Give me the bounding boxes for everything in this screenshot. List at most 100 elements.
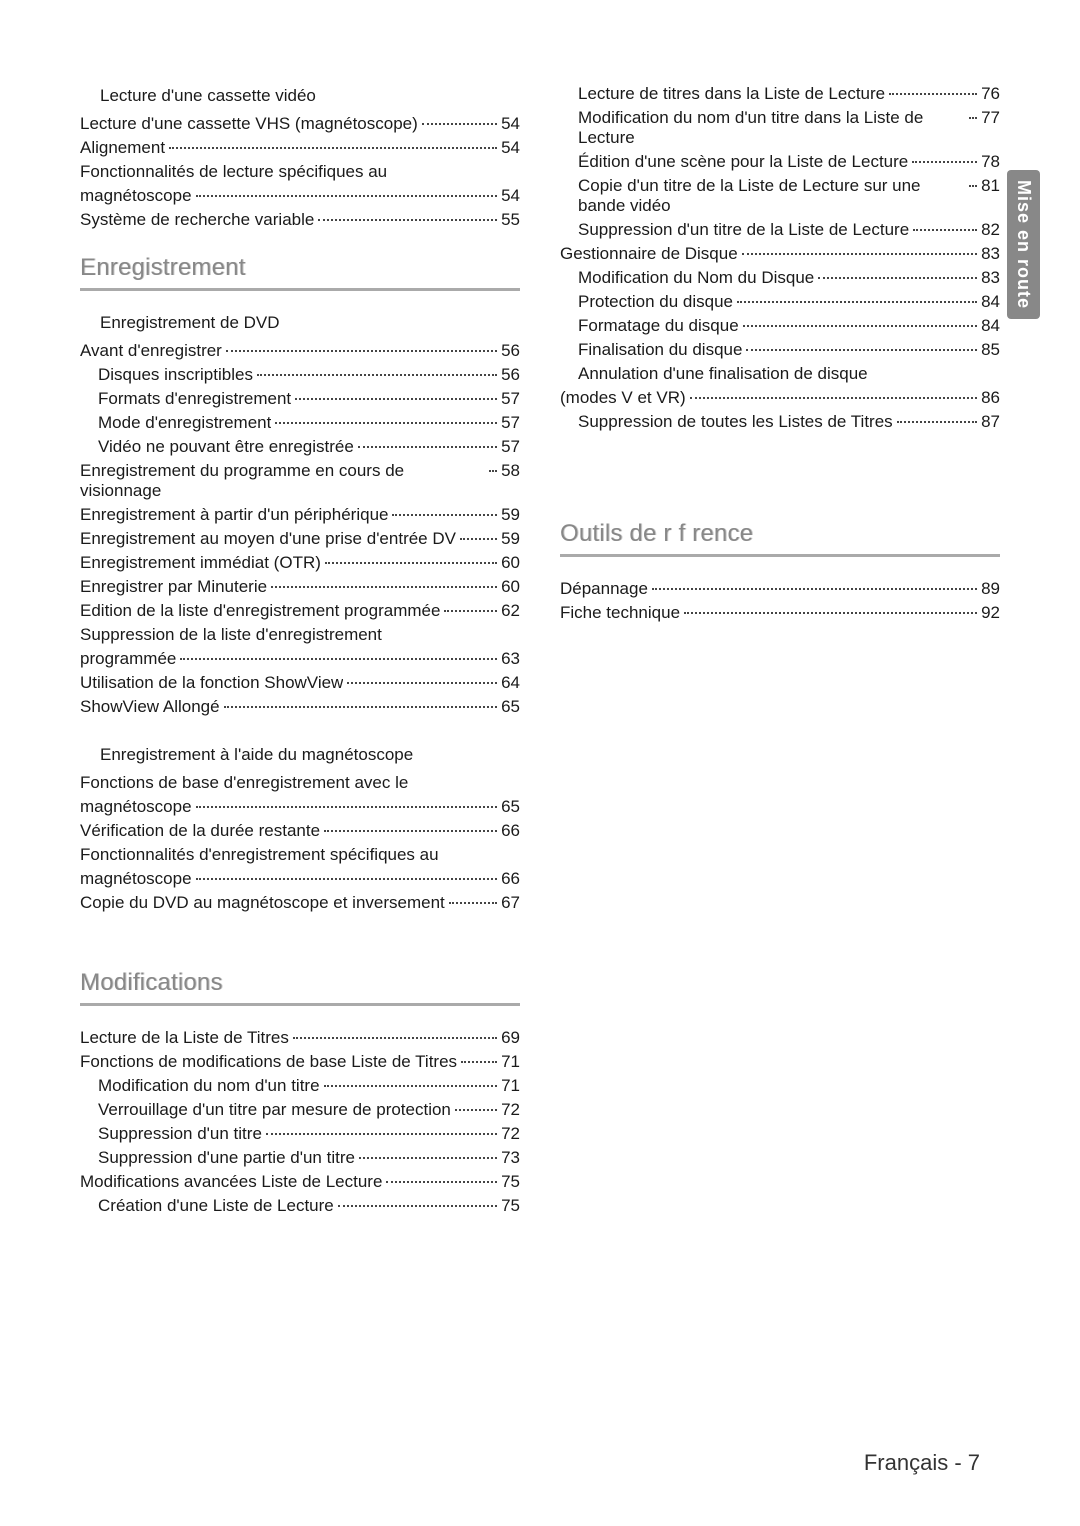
- sidebar-tab: Mise en route: [1007, 170, 1040, 319]
- toc-entry-label: magnétoscope: [80, 186, 192, 206]
- toc-entry: programmée63: [80, 649, 520, 669]
- toc-page-number: 60: [501, 553, 520, 573]
- toc-leader-dots: [224, 706, 498, 708]
- toc-entry: ShowView Allongé65: [80, 697, 520, 717]
- toc-entry-label: magnétoscope: [80, 797, 192, 817]
- toc-leader-dots: [324, 1085, 498, 1087]
- toc-leader-dots: [422, 123, 497, 125]
- toc-leader-dots: [386, 1181, 497, 1183]
- toc-entry-label: programmée: [80, 649, 176, 669]
- toc-entry-label: Fonctions de modifications de base Liste…: [80, 1052, 457, 1072]
- toc-entry: Dépannage89: [560, 579, 1000, 599]
- dvd-recording-title: Enregistrement de DVD: [100, 313, 520, 333]
- toc-page-number: 72: [501, 1124, 520, 1144]
- toc-entry: Alignement54: [80, 138, 520, 158]
- toc-leader-dots: [169, 147, 497, 149]
- toc-entry: Utilisation de la fonction ShowView64: [80, 673, 520, 693]
- toc-entry-label: Enregistrement immédiat (OTR): [80, 553, 321, 573]
- toc-entry: Suppression d'un titre72: [98, 1124, 520, 1144]
- toc-entry: Finalisation du disque 85: [578, 340, 1000, 360]
- toc-entry-label: Utilisation de la fonction ShowView: [80, 673, 343, 693]
- toc-leader-dots: [325, 562, 497, 564]
- toc-entry-label: Création d'une Liste de Lecture: [98, 1196, 334, 1216]
- toc-entry: Lecture de la Liste de Titres 69: [80, 1028, 520, 1048]
- toc-entry-label: Dépannage: [560, 579, 648, 599]
- toc-leader-dots: [969, 117, 977, 119]
- toc-leader-dots: [180, 658, 497, 660]
- toc-leader-dots: [196, 806, 498, 808]
- divider: [80, 288, 520, 291]
- toc-leader-dots: [461, 1061, 497, 1063]
- toc-entry: Système de recherche variable55: [80, 210, 520, 230]
- toc-leader-dots: [347, 682, 497, 684]
- content-columns: Lecture d'une cassette vidéo Lecture d'u…: [80, 80, 1010, 1220]
- toc-page-number: 57: [501, 389, 520, 409]
- toc-entry-label: Enregistrement du programme en cours de …: [80, 461, 485, 501]
- toc-entry-label: Finalisation du disque: [578, 340, 742, 360]
- toc-page-number: 56: [501, 341, 520, 361]
- toc-page-number: 76: [981, 84, 1000, 104]
- toc-entry: Modifications avancées Liste de Lecture 7…: [80, 1172, 520, 1192]
- toc-leader-dots: [359, 1157, 497, 1159]
- toc-leader-dots: [746, 349, 977, 351]
- vhs-playback-title: Lecture d'une cassette vidéo: [100, 86, 520, 106]
- toc-page-number: 81: [981, 176, 1000, 196]
- toc-page-number: 83: [981, 244, 1000, 264]
- toc-page-number: 66: [501, 869, 520, 889]
- toc-entry-label: Protection du disque: [578, 292, 733, 312]
- toc-entry-label: Copie du DVD au magnétoscope et inversem…: [80, 893, 445, 913]
- toc-leader-dots: [684, 612, 977, 614]
- toc-page-number: 69: [501, 1028, 520, 1048]
- toc-entry-label: Lecture de la Liste de Titres: [80, 1028, 289, 1048]
- modifications-list: Lecture de la Liste de Titres 69 Fonctions…: [80, 1028, 520, 1216]
- toc-page-number: 84: [981, 292, 1000, 312]
- toc-entry-label: Formatage du disque: [578, 316, 739, 336]
- toc-entry: Lecture d'une cassette VHS (magnétoscope…: [80, 114, 520, 134]
- toc-page-number: 75: [501, 1172, 520, 1192]
- toc-entry: Création d'une Liste de Lecture 75: [98, 1196, 520, 1216]
- modifications-continued-list: Lecture de titres dans la Liste de Lectu…: [560, 84, 1000, 432]
- toc-entry: Avant d'enregistrer56: [80, 341, 520, 361]
- toc-entry-label: Modifications avancées Liste de Lecture: [80, 1172, 382, 1192]
- vhs-playback-list: Lecture d'une cassette VHS (magnétoscope…: [80, 114, 520, 230]
- toc-entry: Suppression de toutes les Listes de Titr…: [578, 412, 1000, 432]
- toc-leader-dots: [196, 878, 498, 880]
- toc-leader-dots: [743, 325, 977, 327]
- toc-leader-dots: [324, 830, 497, 832]
- toc-page-number: 65: [501, 697, 520, 717]
- toc-entry-label: Formats d'enregistrement: [98, 389, 291, 409]
- toc-entry: magnétoscope54: [80, 186, 520, 206]
- toc-page-number: 75: [501, 1196, 520, 1216]
- toc-entry-label: Fiche technique: [560, 603, 680, 623]
- toc-entry-label: Fonctionnalités d'enregistrement spécifi…: [80, 845, 439, 865]
- toc-entry: Enregistrer par Minuterie60: [80, 577, 520, 597]
- toc-page-number: 54: [501, 138, 520, 158]
- toc-entry: Modification du nom d'un titre71: [98, 1076, 520, 1096]
- toc-leader-dots: [275, 422, 497, 424]
- toc-entry-label: Annulation d'une finalisation de disque: [578, 364, 868, 384]
- toc-entry: Verrouillage d'un titre par mesure de pr…: [98, 1100, 520, 1120]
- divider: [80, 1003, 520, 1006]
- toc-entry-label: Fonctionnalités de lecture spécifiques a…: [80, 162, 387, 182]
- toc-page-number: 56: [501, 365, 520, 385]
- toc-page-number: 73: [501, 1148, 520, 1168]
- toc-leader-dots: [257, 374, 497, 376]
- toc-leader-dots: [690, 397, 977, 399]
- toc-entry-label: Lecture de titres dans la Liste de Lectu…: [578, 84, 885, 104]
- toc-entry-label: Lecture d'une cassette VHS (magnétoscope…: [80, 114, 418, 134]
- toc-leader-dots: [737, 301, 977, 303]
- toc-entry-label: Suppression de la liste d'enregistrement: [80, 625, 382, 645]
- toc-page-number: 66: [501, 821, 520, 841]
- toc-entry: Formatage du disque84: [578, 316, 1000, 336]
- toc-entry: Édition d'une scène pour la Liste de Lec…: [578, 152, 1000, 172]
- toc-page-number: 92: [981, 603, 1000, 623]
- toc-entry: Copie d'un titre de la Liste de Lecture …: [578, 176, 1000, 216]
- toc-entry-label: Copie d'un titre de la Liste de Lecture …: [578, 176, 965, 216]
- toc-leader-dots: [912, 161, 977, 163]
- toc-entry-label: Système de recherche variable: [80, 210, 314, 230]
- toc-entry: Suppression de la liste d'enregistrement: [80, 625, 520, 645]
- toc-entry: Annulation d'une finalisation de disque: [578, 364, 1000, 384]
- toc-entry: Mode d'enregistrement57: [98, 413, 520, 433]
- toc-page-number: 85: [981, 340, 1000, 360]
- toc-entry: Suppression d'un titre de la Liste de Le…: [578, 220, 1000, 240]
